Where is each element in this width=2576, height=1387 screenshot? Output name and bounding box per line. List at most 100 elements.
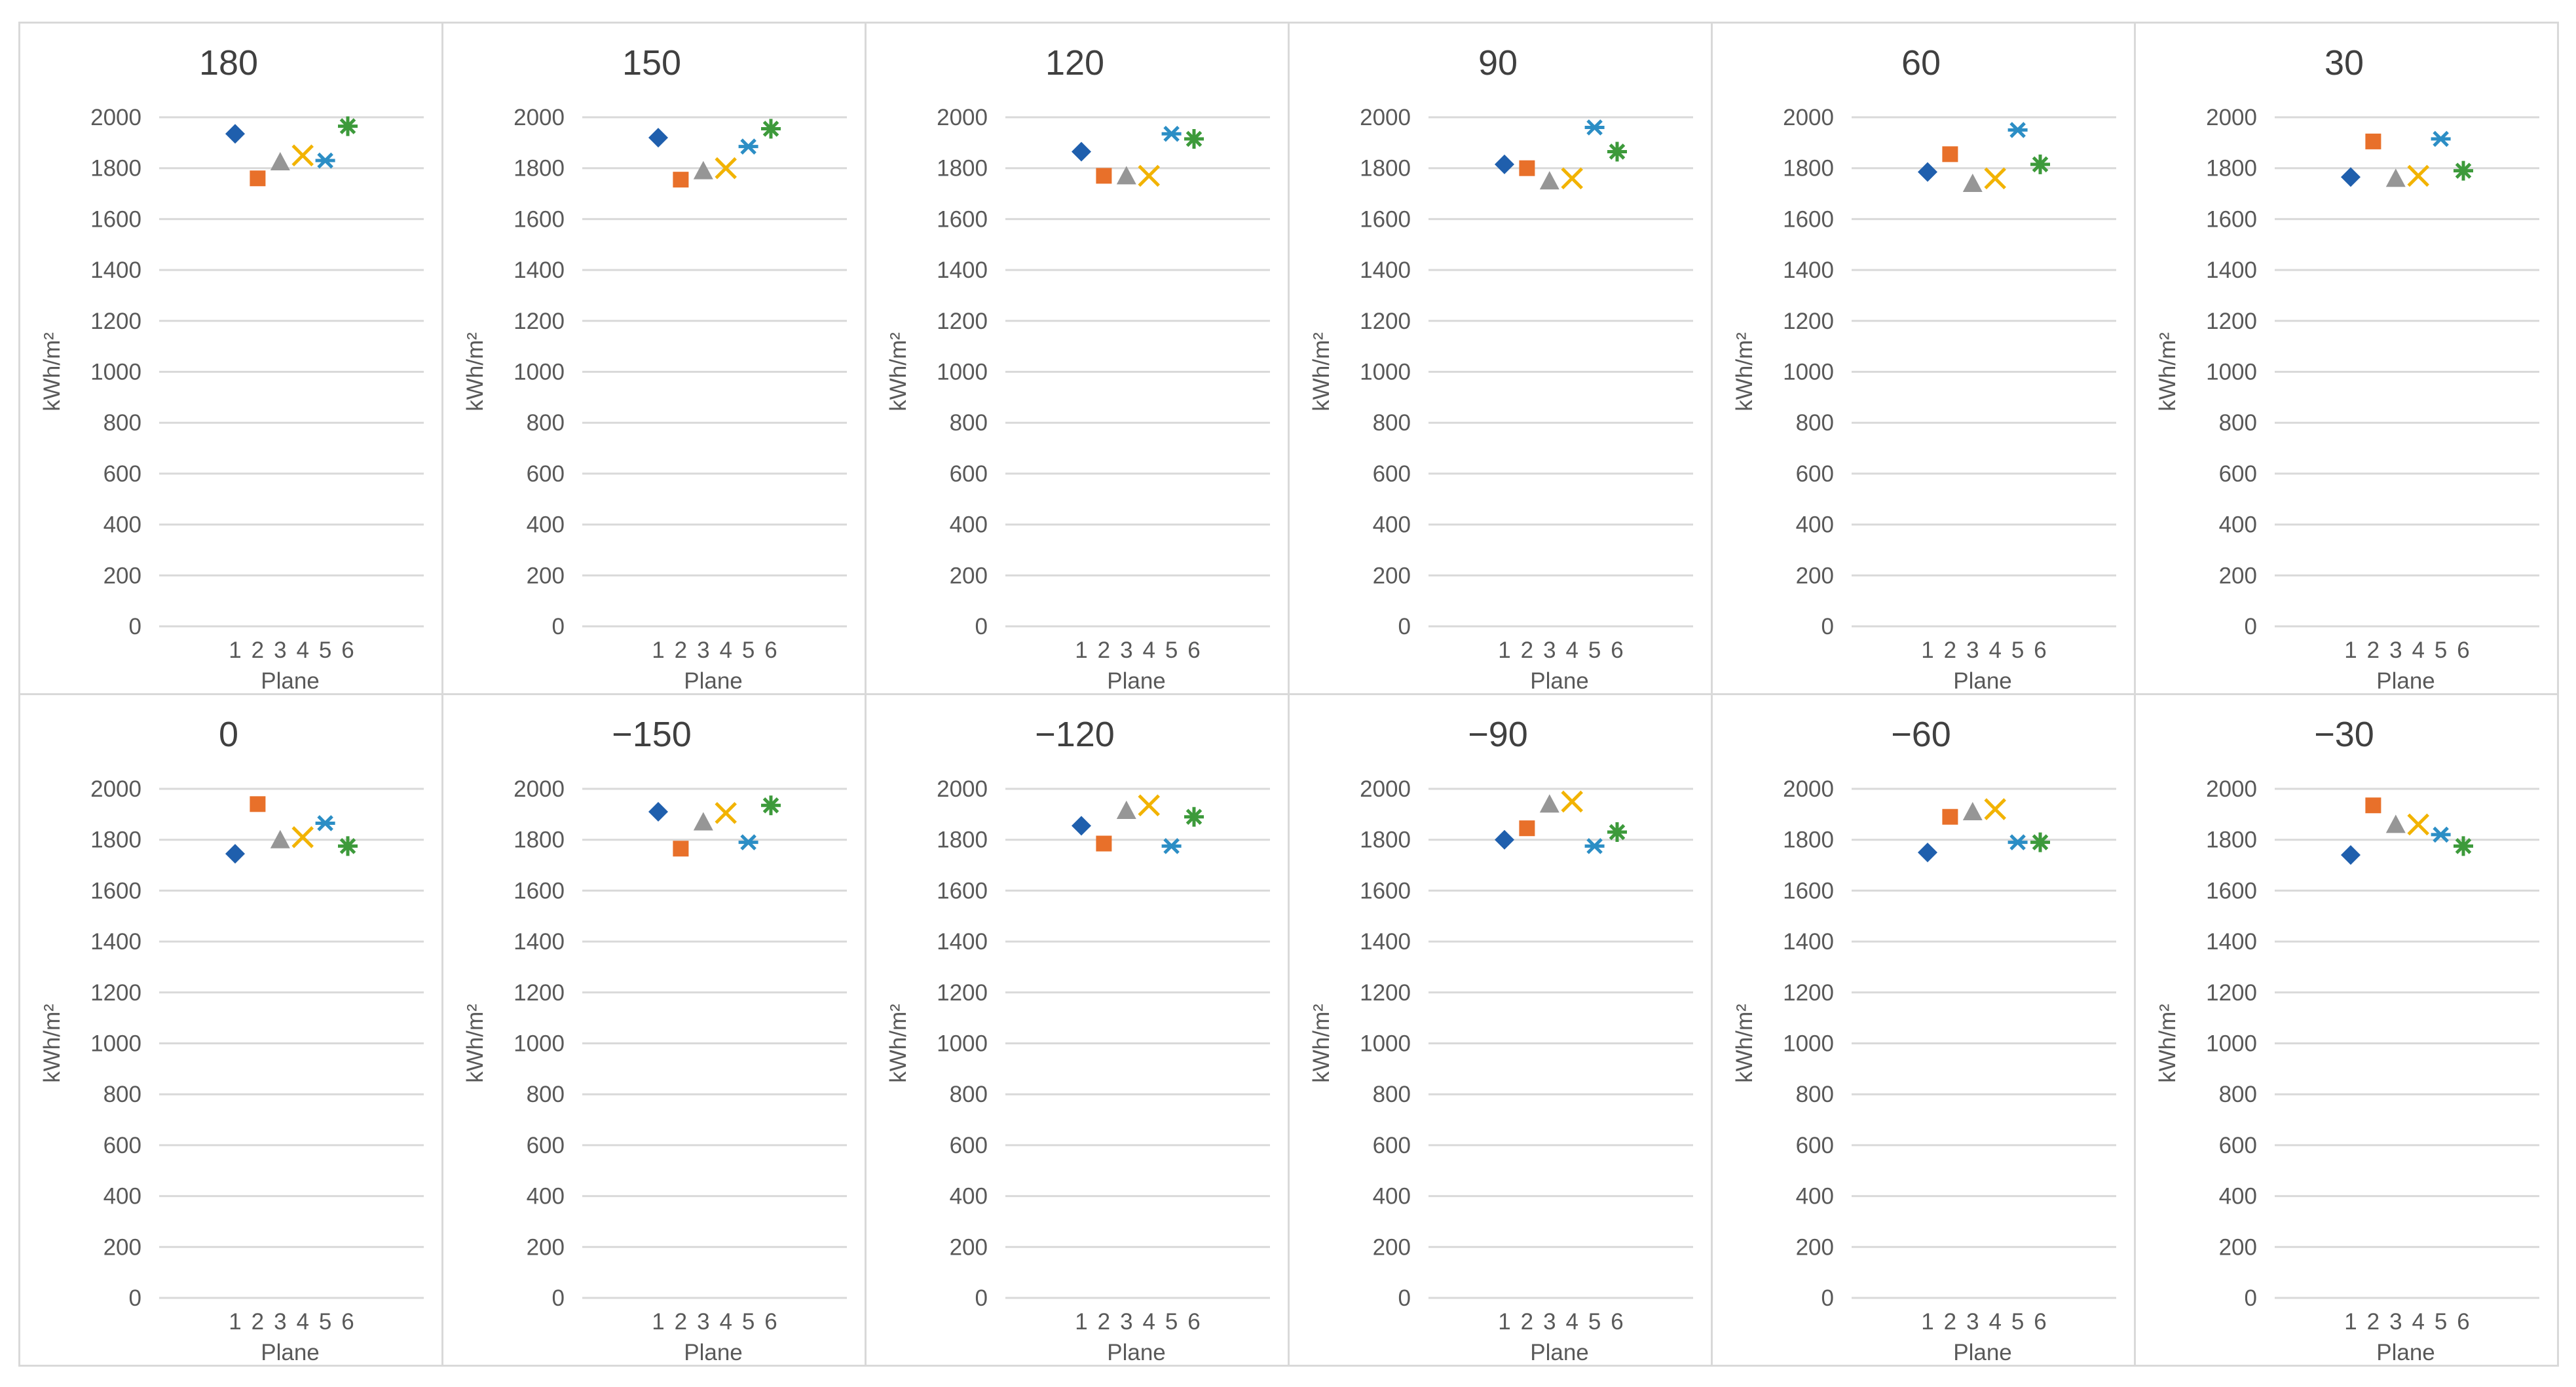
data-point-plane-5 [2431,130,2451,147]
data-point-plane-3 [1539,171,1559,190]
x-tick-label: 2 [675,1309,687,1335]
chart-panel: 60 0 200 400 600 800 1000 1200 1400 1600 1800 2000 k… [1711,22,2136,695]
y-tick-label: 2000 [937,776,988,802]
scatter-chart: 1200200400600800100012001400160018002000… [886,43,1270,694]
y-tick-label: 1000 [90,1031,141,1057]
chart-panel: −120 0 200 400 600 800 1000 1200 1400 1600 1800 200… [865,693,1290,1367]
y-tick-label: 2000 [937,105,988,130]
y-tick-label: 1400 [1783,929,1834,955]
data-point-plane-4 [1984,167,2006,190]
data-point-plane-6 [338,836,358,856]
y-tick-label: 800 [950,1082,988,1107]
y-tick-label: 200 [1373,563,1411,588]
y-tick-label: 800 [103,410,141,436]
x-axis-label: Plane [1953,668,2012,694]
chart-title: 180 [199,43,258,83]
data-point-plane-3 [1962,801,1983,820]
y-tick-label: 600 [950,461,988,487]
data-point-plane-4 [2407,813,2429,836]
y-tick-label: 600 [2219,1133,2257,1158]
y-axis-label: kWh/m² [2155,332,2180,411]
x-tick-label: 6 [764,637,777,663]
y-tick-label: 800 [950,410,988,436]
chart-title: 30 [2324,43,2364,83]
y-tick-label: 200 [103,563,141,588]
x-axis-label: Plane [1530,1340,1589,1365]
x-tick-label: 4 [296,637,308,663]
y-tick-label: 1200 [2206,309,2257,334]
data-point-plane-5 [2007,122,2028,138]
x-tick-label: 5 [2011,1309,2024,1335]
y-tick-label: 1800 [90,827,141,853]
y-tick-label: 2000 [513,105,565,130]
data-point-plane-3 [2385,814,2406,833]
x-tick-label: 3 [1543,1309,1556,1335]
x-tick-label: 2 [1521,1309,1533,1335]
y-tick-label: 1200 [513,980,565,1006]
y-tick-label: 1800 [90,156,141,181]
y-tick-label: 1800 [2206,156,2257,181]
data-point-plane-4 [715,157,737,180]
y-tick-label: 0 [552,614,565,639]
x-tick-label: 4 [1142,1309,1155,1335]
y-tick-label: 1800 [513,827,565,853]
y-tick-label: 1000 [90,360,141,385]
x-tick-label: 4 [2412,637,2424,663]
x-tick-label: 1 [2344,1309,2357,1335]
y-tick-label: 0 [552,1285,565,1311]
x-tick-label: 1 [1498,637,1510,663]
y-tick-label: 2000 [1360,776,1411,802]
data-point-plane-6 [338,116,358,136]
x-axis-label: Plane [2376,668,2435,694]
y-tick-label: 200 [950,1234,988,1260]
x-tick-label: 3 [2389,637,2402,663]
chart-title: 60 [1901,43,1941,83]
y-tick-label: 2000 [2206,105,2257,130]
y-tick-label: 2000 [1783,776,1834,802]
data-point-plane-4 [1984,798,2006,820]
data-point-plane-6 [761,119,781,139]
y-tick-label: 1400 [90,929,141,955]
scatter-chart: 0 0 200 400 600 800 1000 1200 1400 1600 1800 2000 kW… [39,715,424,1365]
x-axis-label: Plane [2376,1340,2435,1365]
y-tick-label: 1400 [513,257,565,283]
chart-title: −90 [1468,715,1528,754]
data-point-plane-5 [315,815,335,831]
data-point-plane-4 [1138,164,1160,187]
y-tick-label: 200 [2219,1234,2257,1260]
x-tick-label: 3 [1966,637,1979,663]
x-tick-label: 3 [697,637,709,663]
y-tick-label: 0 [1821,1285,1834,1311]
y-tick-label: 1000 [1783,1031,1834,1057]
scatter-chart: 90 0 200 400 600 800 1000 1200 1400 1600 1800 2000 k… [1309,43,1693,694]
scatter-chart: 150 0 200 400 600 800 1000 1200 1400 1600 1800 2000… [462,43,847,694]
x-axis-label: Plane [1107,668,1166,694]
y-tick-label: 1000 [1360,1031,1411,1057]
x-tick-label: 5 [1588,1309,1601,1335]
y-tick-label: 400 [2219,512,2257,538]
y-tick-label: 1200 [90,309,141,334]
x-tick-label: 1 [1075,637,1087,663]
x-axis-label: Plane [684,1340,743,1365]
x-tick-label: 5 [2011,637,2024,663]
y-tick-label: 400 [1796,512,1834,538]
x-axis-label: Plane [1530,668,1589,694]
data-point-plane-1 [1072,816,1091,836]
data-point-plane-1 [1072,142,1091,162]
data-point-plane-2 [673,172,689,188]
y-tick-label: 600 [950,1133,988,1158]
x-axis-label: Plane [261,668,320,694]
data-point-plane-2 [250,796,266,812]
data-point-plane-1 [1495,154,1514,174]
y-tick-label: 1600 [2206,206,2257,232]
y-tick-label: 0 [1821,614,1834,639]
data-point-plane-2 [1519,820,1535,837]
y-axis-label: kWh/m² [462,332,488,411]
y-tick-label: 1000 [1360,360,1411,385]
y-tick-label: 1000 [2206,360,2257,385]
data-point-plane-1 [1918,162,1937,182]
y-tick-label: 0 [975,614,988,639]
y-tick-label: 600 [103,461,141,487]
y-tick-label: 1400 [2206,929,2257,955]
y-tick-label: 800 [2219,410,2257,436]
